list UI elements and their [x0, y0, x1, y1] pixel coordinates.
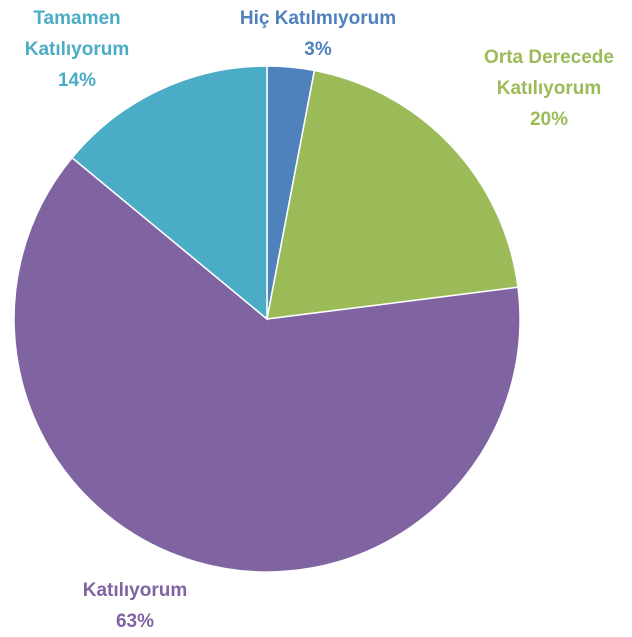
slice-label: Hiç Katılmıyorum 3%	[208, 3, 428, 65]
value-label: 20%	[529, 109, 569, 130]
slice-label: Tamamen Katılıyorum 14%	[7, 3, 147, 96]
slice-label: Orta Derecede Katılıyorum 20%	[469, 42, 629, 135]
category-label: Orta Derecede Katılıyorum	[484, 47, 614, 99]
category-label: Hiç Katılmıyorum	[239, 8, 397, 29]
value-label: 14%	[57, 70, 97, 91]
category-label: Tamamen Katılıyorum	[24, 8, 130, 60]
value-label: 3%	[304, 39, 332, 60]
pie-slice	[266, 69, 519, 320]
pie-slice	[13, 156, 521, 573]
category-label: Katılıyorum	[82, 580, 188, 601]
slice-label: Katılıyorum 63%	[35, 575, 235, 637]
pie-slice	[71, 65, 268, 321]
value-label: 63%	[115, 611, 155, 632]
